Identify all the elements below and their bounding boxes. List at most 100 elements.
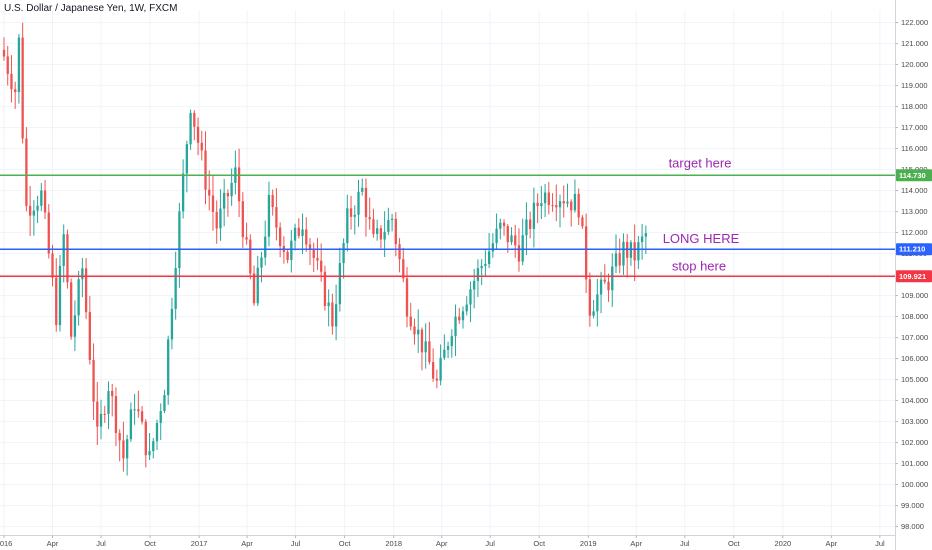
candle-down <box>84 268 88 313</box>
candle-down <box>208 189 211 196</box>
candle-up <box>390 218 394 221</box>
x-tick-label: Oct <box>728 539 741 548</box>
candle-up <box>327 302 330 307</box>
candle-down <box>193 112 196 127</box>
x-tick-label: Oct <box>339 539 352 548</box>
y-tick-label: 101.000 <box>901 459 928 468</box>
x-tick-label: Jul <box>485 539 495 548</box>
candle-down <box>226 192 230 197</box>
candle-down <box>536 202 539 207</box>
y-tick-label: 116.000 <box>901 144 928 153</box>
candle-up <box>58 265 62 326</box>
candle-up <box>510 235 513 243</box>
candle-up <box>476 268 480 281</box>
candle-up <box>644 233 648 237</box>
candle-down <box>349 208 353 217</box>
candle-down <box>211 195 215 212</box>
grid-lines <box>0 10 895 535</box>
candle-up <box>521 235 524 262</box>
candle-down <box>458 316 461 321</box>
candle-up <box>260 257 263 268</box>
candle-up <box>383 231 386 240</box>
candle-up <box>640 236 644 243</box>
candle-up <box>219 208 222 229</box>
candle-down <box>278 227 282 246</box>
x-tick-label: Jul <box>875 539 885 548</box>
candle-down <box>28 205 32 216</box>
candle-up <box>473 280 476 290</box>
y-tick-label: 112.000 <box>901 228 928 237</box>
candle-down <box>514 235 517 246</box>
y-tick-label: 106.000 <box>901 354 928 363</box>
x-tick-label: Apr <box>436 539 448 548</box>
candle-up <box>465 304 468 312</box>
candle-up <box>167 339 170 396</box>
candle-up <box>346 208 349 244</box>
candle-up <box>36 205 39 211</box>
candle-down <box>588 279 592 316</box>
symbol-title[interactable]: U.S. Dollar / Japanese Yen, 1W, FXCM <box>4 3 178 14</box>
candle-up <box>439 357 442 381</box>
candle-up <box>540 203 543 207</box>
candle-down <box>555 205 558 208</box>
candle-down <box>633 242 636 261</box>
candle-down <box>398 244 401 260</box>
candle-up <box>40 190 43 206</box>
candle-down <box>551 205 554 207</box>
y-tick-label: 119.000 <box>901 81 928 90</box>
x-tick-label: Jul <box>680 539 690 548</box>
entry-price-tag <box>896 243 932 256</box>
x-tick-label: Apr <box>630 539 642 548</box>
y-tick-label: 104.000 <box>901 396 928 405</box>
candle-down <box>409 316 412 327</box>
candle-down <box>204 150 207 190</box>
candle-down <box>43 190 47 213</box>
y-tick-label: 117.000 <box>901 123 928 132</box>
candle-down <box>603 279 606 282</box>
candle-up <box>334 304 338 327</box>
candle-down <box>96 401 99 427</box>
candle-down <box>215 211 218 229</box>
candle-up <box>357 191 360 215</box>
candle-down <box>420 329 424 353</box>
y-tick-label: 108.000 <box>901 312 928 321</box>
candle-down <box>584 226 588 280</box>
y-tick-label: 107.000 <box>901 333 928 342</box>
candle-up <box>622 241 625 266</box>
candle-up <box>342 243 345 264</box>
candle-up <box>443 349 446 358</box>
candle-up <box>446 346 450 350</box>
candle-up <box>293 227 297 241</box>
candle-down <box>413 326 416 335</box>
candle-up <box>81 268 84 280</box>
x-tick-label: Apr <box>826 539 838 548</box>
candle-down <box>372 219 375 234</box>
candles <box>2 22 648 476</box>
candle-up <box>614 253 618 267</box>
y-tick-label: 113.000 <box>901 207 928 216</box>
x-tick-label: Apr <box>47 539 59 548</box>
y-tick-label: 114.000 <box>901 186 928 195</box>
candle-up <box>62 234 65 266</box>
candle-up <box>596 294 599 312</box>
candle-up <box>376 228 379 234</box>
candle-up <box>73 315 77 337</box>
candle-up <box>267 195 271 237</box>
candle-up <box>189 112 192 145</box>
candle-down <box>245 237 248 240</box>
y-tick-label: 99.000 <box>901 501 924 510</box>
stop-note: stop here <box>672 258 726 273</box>
y-tick-label: 100.000 <box>901 480 928 489</box>
candle-down <box>200 142 203 151</box>
candle-up <box>566 201 569 204</box>
candle-up <box>133 409 136 411</box>
candle-down <box>405 278 409 317</box>
x-tick-label: Jul <box>291 539 301 548</box>
stop-price-tag-label: 109.921 <box>899 272 926 281</box>
candle-down <box>431 362 435 379</box>
candle-down <box>308 244 312 250</box>
candle-down <box>618 253 621 266</box>
candle-down <box>435 378 439 381</box>
